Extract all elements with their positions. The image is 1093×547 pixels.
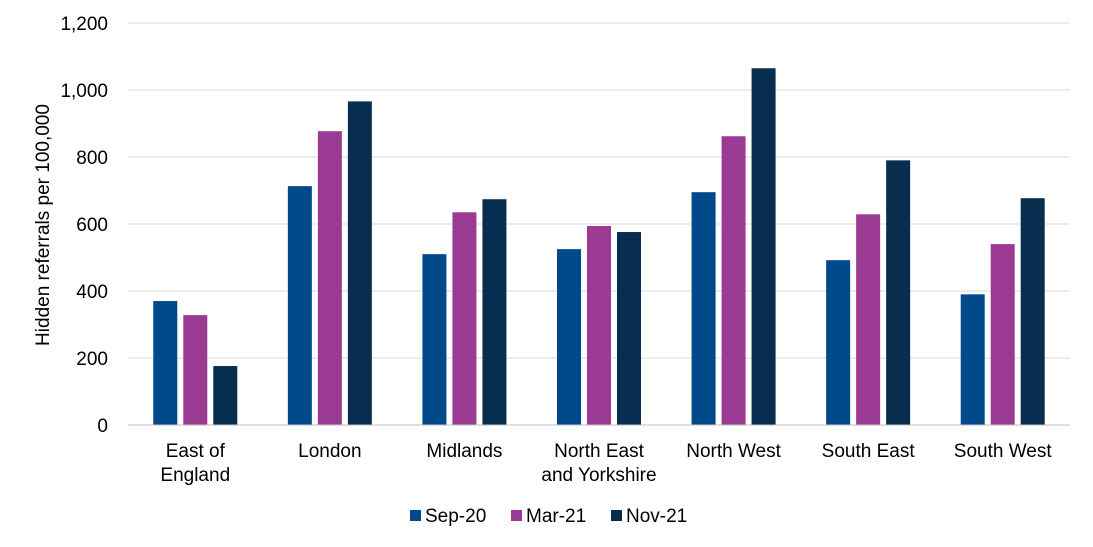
y-axis-tick-labels: 0 200 400 600 800 1,000 1,200: [60, 14, 108, 437]
legend: Sep-20 Mar-21 Nov-21: [410, 506, 687, 527]
bar-sep-20-0: [153, 301, 178, 425]
bar-nov-21-1: [347, 101, 372, 425]
legend-swatch-sep-20: [410, 510, 421, 521]
legend-label: Nov-21: [626, 506, 687, 527]
x-tick-label: Midlands: [426, 441, 502, 462]
bar-mar-21-6: [990, 244, 1015, 425]
x-tick-label: North East and Yorkshire: [541, 441, 656, 486]
y-tick-label: 800: [76, 148, 108, 169]
x-tick-label-line: South West: [954, 441, 1053, 462]
x-tick-label-line: North West: [686, 441, 781, 462]
bar-sep-20-3: [557, 249, 581, 425]
bar-mar-21-5: [856, 214, 881, 425]
x-tick-label-line: London: [298, 441, 361, 462]
legend-swatch-mar-21: [511, 510, 522, 521]
legend-label: Sep-20: [425, 506, 486, 527]
y-tick-label: 0: [97, 416, 108, 437]
bar-sep-20-5: [826, 260, 851, 425]
x-tick-label-line: Midlands: [426, 441, 502, 462]
x-tick-label: South East: [822, 441, 916, 462]
bar-mar-21-0: [183, 315, 208, 425]
bar-nov-21-5: [886, 160, 911, 425]
gridlines: [128, 22, 1070, 359]
x-tick-label-line: South East: [822, 441, 916, 462]
bar-sep-20-1: [287, 186, 312, 425]
bar-nov-21-6: [1020, 198, 1045, 425]
bar-mar-21-1: [317, 131, 342, 425]
x-tick-label: South West: [954, 441, 1053, 462]
bars: [153, 68, 1045, 426]
bar-sep-20-6: [960, 294, 985, 425]
y-tick-label: 1,200: [60, 14, 108, 35]
bar-nov-21-2: [482, 199, 507, 425]
legend-swatch-nov-21: [611, 510, 622, 521]
bar-sep-20-4: [691, 192, 716, 425]
y-tick-label: 400: [76, 282, 108, 303]
y-tick-label: 1,000: [60, 81, 108, 102]
x-tick-label-line: North East: [554, 441, 644, 462]
bar-mar-21-4: [721, 136, 746, 426]
bar-sep-20-2: [422, 254, 447, 425]
bar-nov-21-4: [751, 68, 776, 425]
y-axis-title: Hidden referrals per 100,000: [33, 104, 54, 346]
x-tick-label-line: England: [160, 465, 230, 486]
legend-label: Mar-21: [526, 506, 586, 527]
y-tick-label: 200: [76, 349, 108, 370]
bar-mar-21-3: [587, 226, 611, 425]
x-axis-tick-labels: East of England London Midlands North East an…: [160, 441, 1052, 486]
x-tick-label: East of England: [160, 441, 230, 486]
bar-nov-21-0: [213, 366, 238, 425]
x-tick-label: North West: [686, 441, 781, 462]
bar-mar-21-2: [452, 212, 477, 425]
x-tick-label: London: [298, 441, 361, 462]
x-tick-label-line: East of: [166, 441, 226, 462]
bar-nov-21-3: [617, 232, 641, 425]
x-tick-label-line: and Yorkshire: [541, 465, 656, 486]
y-tick-label: 600: [76, 215, 108, 236]
